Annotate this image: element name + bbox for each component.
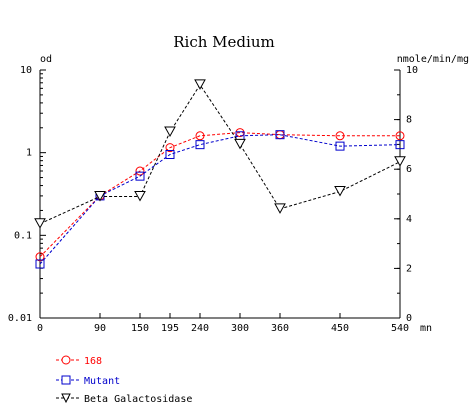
x-tick-label: 0 [37,323,43,334]
data-point-168 [395,131,405,141]
right-tick-label: 2 [406,263,412,274]
right-tick-label: 6 [406,164,412,175]
x-tick-label: 195 [161,323,179,334]
data-point-mutant [195,140,205,150]
data-point-beta-galactosidase [234,138,246,150]
data-point-168 [165,143,175,153]
legend-item-beta-galactosidase: Beta Galactosidase [56,393,192,405]
legend-label-beta-galactosidase: Beta Galactosidase [84,394,192,405]
left-tick-label: 1 [26,148,32,159]
data-point-beta-galactosidase [194,79,206,90]
legend-item-mutant: Mutant [56,375,120,387]
data-point-mutant [165,150,175,160]
x-unit-label: mn [420,323,432,334]
data-point-mutant [395,140,405,150]
data-point-168 [335,131,345,141]
data-point-beta-galactosidase [34,218,46,229]
legend-marker-mutant [61,375,71,385]
data-point-beta-galactosidase [134,190,146,202]
axes [39,70,401,319]
right-axis-label: nmole/min/mg [397,54,469,65]
left-axis-label: od [40,54,52,65]
chart-title: Rich Medium [173,33,274,51]
left-tick-label: 0.01 [8,313,32,324]
data-point-mutant [335,141,345,151]
data-point-168 [195,131,205,141]
legend-label-168: 168 [84,356,102,367]
right-tick-label: 4 [406,214,412,225]
data-point-mutant [135,171,145,181]
series-line-mutant [39,134,401,265]
left-tick-label: 0.1 [14,230,32,241]
right-tick-label: 10 [406,65,418,76]
x-tick-label: 150 [131,323,149,334]
data-point-mutant [35,259,45,269]
legend-item-168: 168 [56,355,102,367]
x-tick-label: 240 [191,323,209,334]
right-tick-label: 8 [406,115,412,126]
data-point-beta-galactosidase [164,126,176,138]
data-point-beta-galactosidase [274,203,286,214]
tick-group: 10 1 0.1 0.01 10 8 6 4 2 0 0 90 150 195 240 300 360 450 54… [8,65,418,334]
legend-marker-168 [61,355,71,365]
right-tick-label: 0 [406,313,412,324]
data-point-beta-galactosidase [394,156,406,167]
data-point-mutant [275,130,285,140]
legend: 168 Mutant Beta Galactosidase [56,355,192,405]
x-tick-label: 360 [271,323,289,334]
series-group [34,79,406,269]
x-tick-label: 540 [391,323,409,334]
x-tick-label: 450 [331,323,349,334]
data-point-168 [135,166,145,176]
data-point-168 [35,252,45,262]
series-line-168 [39,132,400,258]
left-tick-label: 10 [20,65,32,76]
legend-marker-beta-galactosidase [61,393,71,404]
data-point-beta-galactosidase [334,186,346,197]
data-point-beta-galactosidase [94,190,106,202]
legend-label-mutant: Mutant [84,376,120,387]
x-tick-label: 300 [231,323,249,334]
x-tick-label: 90 [94,323,106,334]
